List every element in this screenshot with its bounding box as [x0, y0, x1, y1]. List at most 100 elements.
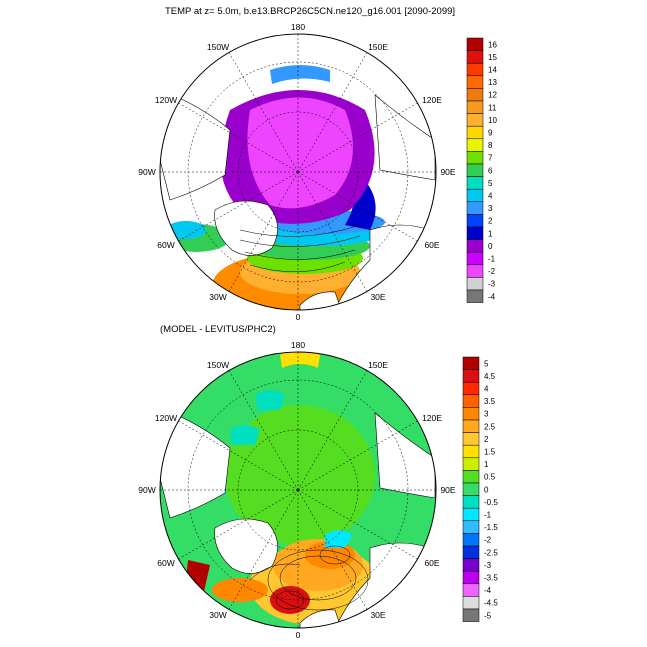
bottom-colorbar-label: -2.5 [484, 548, 498, 557]
bottom-colorbar-label: 1.5 [484, 448, 496, 457]
bottom-lon-label-150w: 150W [207, 360, 229, 370]
top-colorbar-swatch [466, 188, 484, 203]
bottom-colorbar-label: 4.5 [484, 372, 496, 381]
top-colorbar-swatch [466, 251, 484, 266]
top-colorbar-swatch [466, 277, 484, 291]
bottom-colorbar-swatch [462, 558, 480, 572]
top-colorbar-label: 4 [488, 192, 493, 201]
top-colorbar-swatch [466, 125, 484, 140]
bottom-colorbar-label: 5 [484, 359, 489, 368]
top-colorbar-label: -3 [488, 280, 496, 289]
bottom-colorbar-swatch [462, 608, 480, 622]
top-colorbar-swatch [466, 289, 484, 303]
bottom-lon-label-90e: 90E [440, 485, 455, 495]
bottom-colorbar-swatch [462, 444, 480, 459]
top-central-arctic-basin [247, 97, 353, 209]
top-colorbar-swatch [466, 163, 484, 177]
bottom-map-title: (MODEL - LEVITUS/PHC2) [160, 324, 276, 335]
top-lon-label-150w: 150W [207, 42, 229, 52]
top-colorbar-swatch [466, 75, 484, 89]
top-colorbar-label: 5 [488, 179, 493, 188]
bottom-colorbar-swatch [462, 583, 480, 597]
top-colorbar-label: 8 [488, 141, 493, 150]
bottom-lon-label-90w: 90W [138, 485, 155, 495]
bottom-colorbar-label: -2 [484, 536, 492, 545]
top-colorbar-swatch [466, 50, 484, 64]
bottom-lon-label-30w: 30W [209, 610, 226, 620]
bottom-colorbar: 5 4.5 4 3.5 3 2.5 2 1.5 1 0.5 0 -0.5 -1 -1.5 -2 -2.5 -3 -… [462, 356, 498, 622]
bottom-colorbar-swatch [462, 356, 480, 370]
top-colorbar-label: 16 [488, 40, 497, 49]
top-colorbar-label: 14 [488, 66, 497, 75]
top-lon-label-60w: 60W [157, 240, 174, 250]
bottom-colorbar-label: -3.5 [484, 574, 498, 583]
bottom-colorbar-swatch [462, 369, 480, 383]
top-lon-label-60e: 60E [424, 240, 439, 250]
bottom-colorbar-swatch [462, 596, 480, 610]
top-colorbar-swatch [466, 113, 484, 127]
top-map-title: TEMP at z= 5.0m, b.e13.BRCP26C5CN.ne120_… [165, 6, 456, 17]
bottom-lon-label-0: 0 [296, 630, 301, 640]
top-colorbar-swatch [466, 239, 484, 253]
top-map-border [159, 33, 437, 311]
bottom-polar-map: 180 150E 120E 90E 60E 30E 0 30W 60W 90W … [138, 340, 456, 640]
top-greenland-land [214, 200, 278, 256]
bottom-colorbar-swatch [462, 495, 480, 509]
top-colorbar-swatch [466, 151, 484, 165]
bottom-lon-label-120w: 120W [155, 413, 177, 423]
bottom-colorbar-swatch [462, 457, 480, 471]
bottom-colorbar-swatch [462, 507, 480, 522]
top-colorbar-label: 10 [488, 116, 497, 125]
top-colorbar-swatch [466, 88, 484, 102]
top-colorbar-swatch [466, 214, 484, 228]
top-colorbar-label: 9 [488, 129, 493, 138]
bottom-colorbar-label: -1 [484, 511, 492, 520]
top-colorbar-label: -4 [488, 292, 496, 301]
top-colorbar-swatch [466, 37, 484, 51]
top-lon-label-150e: 150E [368, 42, 388, 52]
bottom-colorbar-label: -5 [484, 611, 492, 620]
top-colorbar-swatch [466, 62, 484, 77]
bottom-lon-label-60w: 60W [157, 558, 174, 568]
bottom-lon-label-150e: 150E [368, 360, 388, 370]
bottom-colorbar-swatch [462, 432, 480, 446]
top-lon-label-90e: 90E [440, 167, 455, 177]
bottom-greenland-land [214, 518, 278, 574]
top-lon-label-30w: 30W [209, 292, 226, 302]
top-colorbar-swatch [466, 138, 484, 152]
top-colorbar-swatch [466, 226, 484, 240]
top-lon-label-90w: 90W [138, 167, 155, 177]
bottom-colorbar-label: 3.5 [484, 397, 496, 406]
bottom-colorbar-label: -3 [484, 561, 492, 570]
top-lon-label-120w: 120W [155, 95, 177, 105]
bottom-lon-label-120e: 120E [422, 413, 442, 423]
top-colorbar-label: 2 [488, 217, 493, 226]
bottom-central-arctic-basin [225, 405, 375, 545]
bottom-colorbar-label: 1 [484, 460, 489, 469]
bottom-colorbar-label: -4.5 [484, 599, 498, 608]
bottom-colorbar-label: 2 [484, 435, 489, 444]
bottom-lon-label-60e: 60E [424, 558, 439, 568]
top-colorbar-swatch [466, 100, 484, 114]
bottom-colorbar-swatch [462, 394, 480, 408]
top-colorbar-label: 15 [488, 53, 497, 62]
top-lon-label-0: 0 [296, 312, 301, 322]
bottom-colorbar-label: 4 [484, 385, 489, 394]
bottom-colorbar-swatch [462, 381, 480, 396]
top-colorbar-label: 6 [488, 166, 493, 175]
bottom-colorbar-swatch [462, 520, 480, 534]
top-lon-label-30e: 30E [370, 292, 385, 302]
bottom-lon-label-30e: 30E [370, 610, 385, 620]
bottom-colorbar-label: 2.5 [484, 422, 496, 431]
top-colorbar-label: 0 [488, 242, 493, 251]
bottom-colorbar-swatch [462, 470, 480, 484]
top-colorbar-label: -1 [488, 255, 496, 264]
top-colorbar-label: 12 [488, 91, 497, 100]
bottom-lon-label-180: 180 [291, 340, 305, 350]
bottom-colorbar-swatch [462, 419, 480, 433]
bottom-colorbar-swatch [462, 545, 480, 559]
top-colorbar-swatch [466, 201, 484, 215]
top-colorbar-label: -2 [488, 267, 496, 276]
